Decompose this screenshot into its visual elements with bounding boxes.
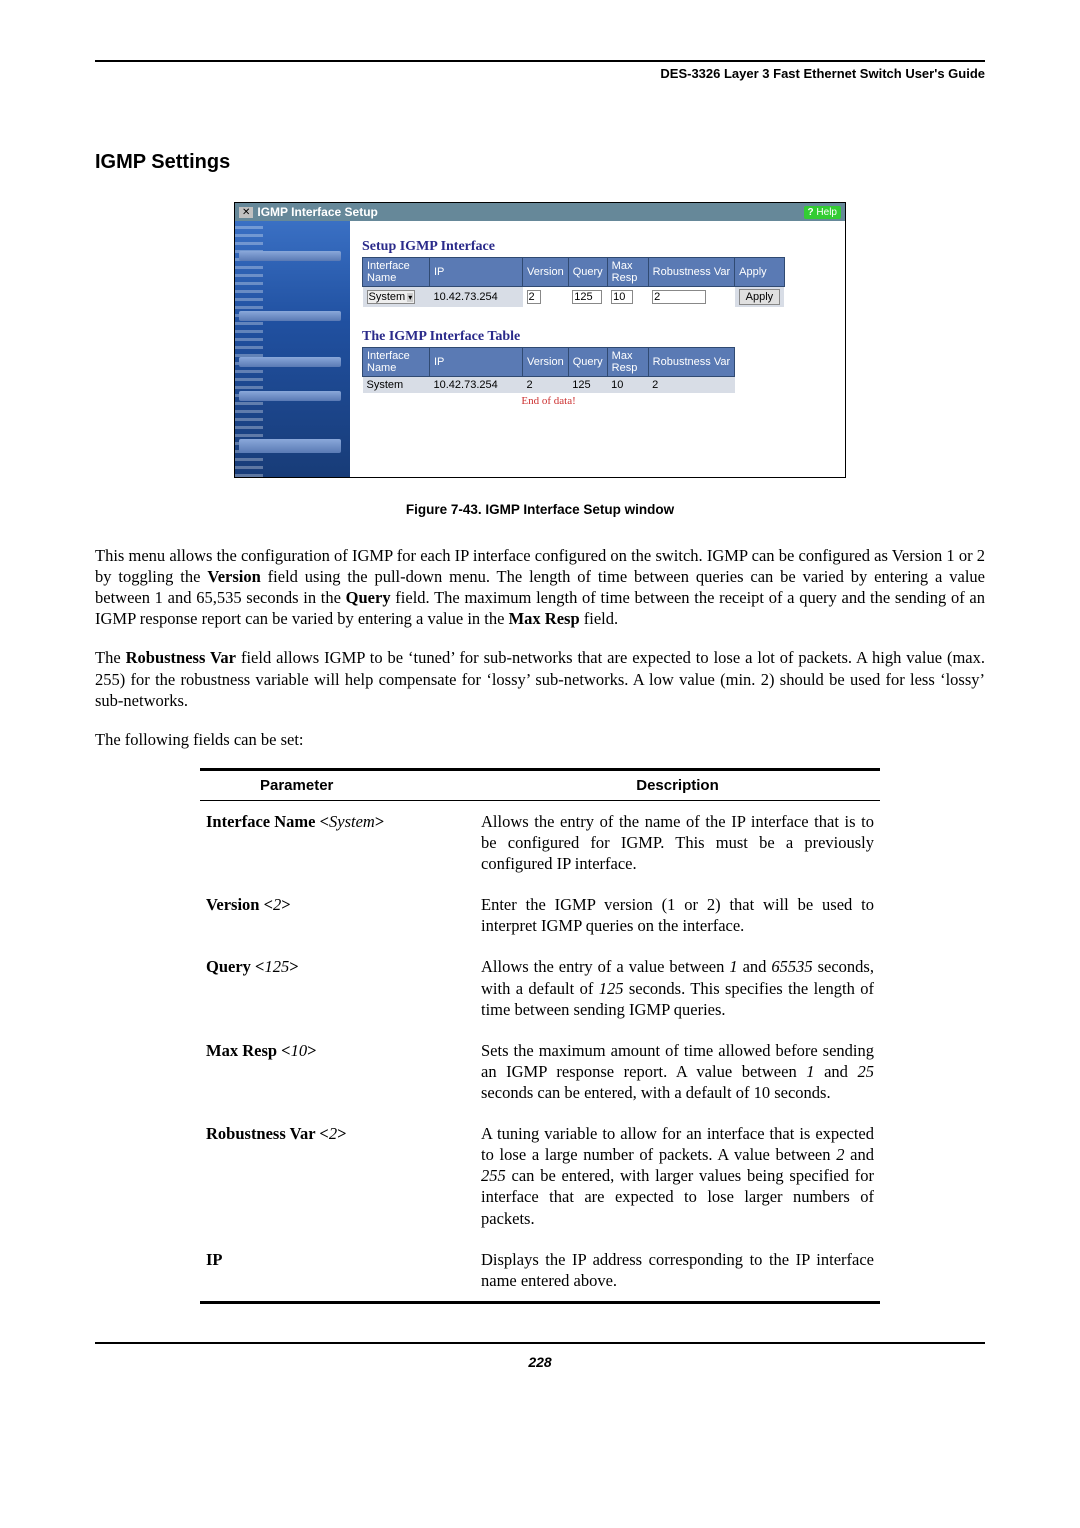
max-input[interactable]: 10	[611, 290, 633, 304]
cell-query: 125	[568, 287, 607, 308]
paragraph-2: The Robustness Var field allows IGMP to …	[95, 647, 985, 710]
param-name: IP	[200, 1239, 475, 1301]
col-max: Max Resp	[607, 258, 648, 287]
ver-input[interactable]: 2	[527, 290, 541, 304]
tcol-ver: Version	[523, 348, 569, 377]
param-name: Max Resp <10>	[200, 1030, 475, 1113]
interface-table: Interface Name IP Version Query Max Resp…	[362, 347, 735, 409]
trow-max: 10	[607, 377, 648, 394]
cell-ip: 10.42.73.254	[430, 287, 523, 308]
screenshot-titlebar: ✕ IGMP Interface Setup ? Help	[235, 203, 845, 221]
screenshot-window: ✕ IGMP Interface Setup ? Help Setup IGMP…	[234, 202, 846, 478]
param-desc: Allows the entry of a value between 1 an…	[475, 946, 880, 1029]
param-desc: Enter the IGMP version (1 or 2) that wil…	[475, 884, 880, 946]
screenshot-content: Setup IGMP Interface Interface Name IP V…	[350, 221, 845, 477]
param-desc: Allows the entry of the name of the IP i…	[475, 800, 880, 884]
head-desc: Description	[475, 769, 880, 800]
param-table: Parameter Description Interface Name <Sy…	[200, 768, 880, 1301]
cell-ver: 2	[523, 287, 569, 308]
p1f: Max Resp	[509, 609, 580, 628]
section-title: IGMP Settings	[95, 151, 985, 174]
trow-ver: 2	[523, 377, 569, 394]
head-param: Parameter	[200, 769, 475, 800]
rob-input[interactable]: 2	[652, 290, 706, 304]
param-desc: A tuning variable to allow for an interf…	[475, 1113, 880, 1239]
cell-max: 10	[607, 287, 648, 308]
paragraph-3: The following fields can be set:	[95, 729, 985, 750]
close-icon[interactable]: ✕	[239, 207, 253, 218]
footer-rule	[95, 1342, 985, 1344]
param-name: Interface Name <System>	[200, 800, 475, 884]
paragraph-1: This menu allows the configuration of IG…	[95, 545, 985, 629]
param-name: Query <125>	[200, 946, 475, 1029]
col-apply: Apply	[735, 258, 785, 287]
col-ip: IP	[430, 258, 523, 287]
setup-heading: Setup IGMP Interface	[362, 239, 833, 255]
col-rob: Robustness Var	[648, 258, 734, 287]
figure-caption: Figure 7-43. IGMP Interface Setup window	[95, 502, 985, 517]
tcol-iface: Interface Name	[363, 348, 430, 377]
apply-button[interactable]: Apply	[739, 289, 781, 305]
trow-rob: 2	[648, 377, 734, 394]
running-header: DES-3326 Layer 3 Fast Ethernet Switch Us…	[95, 66, 985, 81]
cell-rob: 2	[648, 287, 734, 308]
trow-ip: 10.42.73.254	[430, 377, 523, 394]
trow-iface: System	[363, 377, 430, 394]
p1d: Query	[346, 588, 391, 607]
table-heading: The IGMP Interface Table	[362, 329, 833, 345]
sidebar-graphic	[235, 221, 350, 477]
param-table-wrap: Parameter Description Interface Name <Sy…	[200, 768, 880, 1304]
end-of-data: End of data!	[363, 393, 735, 409]
page: DES-3326 Layer 3 Fast Ethernet Switch Us…	[0, 0, 1080, 1400]
tcol-ip: IP	[430, 348, 523, 377]
setup-table: Interface Name IP Version Query Max Resp…	[362, 257, 785, 307]
param-name: Robustness Var <2>	[200, 1113, 475, 1239]
screenshot-body: Setup IGMP Interface Interface Name IP V…	[235, 221, 845, 477]
p1g: field.	[580, 609, 619, 628]
p2b: Robustness Var	[126, 648, 236, 667]
tcol-query: Query	[568, 348, 607, 377]
query-input[interactable]: 125	[572, 290, 602, 304]
iface-select[interactable]: System	[367, 290, 416, 304]
help-label: Help	[816, 207, 837, 218]
param-desc: Displays the IP address corresponding to…	[475, 1239, 880, 1301]
p2a: The	[95, 648, 126, 667]
tcol-max: Max Resp	[607, 348, 648, 377]
p1b: Version	[207, 567, 260, 586]
tcol-rob: Robustness Var	[648, 348, 734, 377]
window-title: IGMP Interface Setup	[253, 205, 803, 219]
figure: ✕ IGMP Interface Setup ? Help Setup IGMP…	[95, 202, 985, 482]
col-iface: Interface Name	[363, 258, 430, 287]
cell-apply: Apply	[735, 287, 785, 308]
trow-query: 125	[568, 377, 607, 394]
page-number: 228	[95, 1354, 985, 1370]
param-desc: Sets the maximum amount of time allowed …	[475, 1030, 880, 1113]
help-button[interactable]: ? Help	[804, 206, 841, 219]
col-query: Query	[568, 258, 607, 287]
header-rule	[95, 60, 985, 62]
col-ver: Version	[523, 258, 569, 287]
cell-iface: System	[363, 287, 430, 308]
param-name: Version <2>	[200, 884, 475, 946]
